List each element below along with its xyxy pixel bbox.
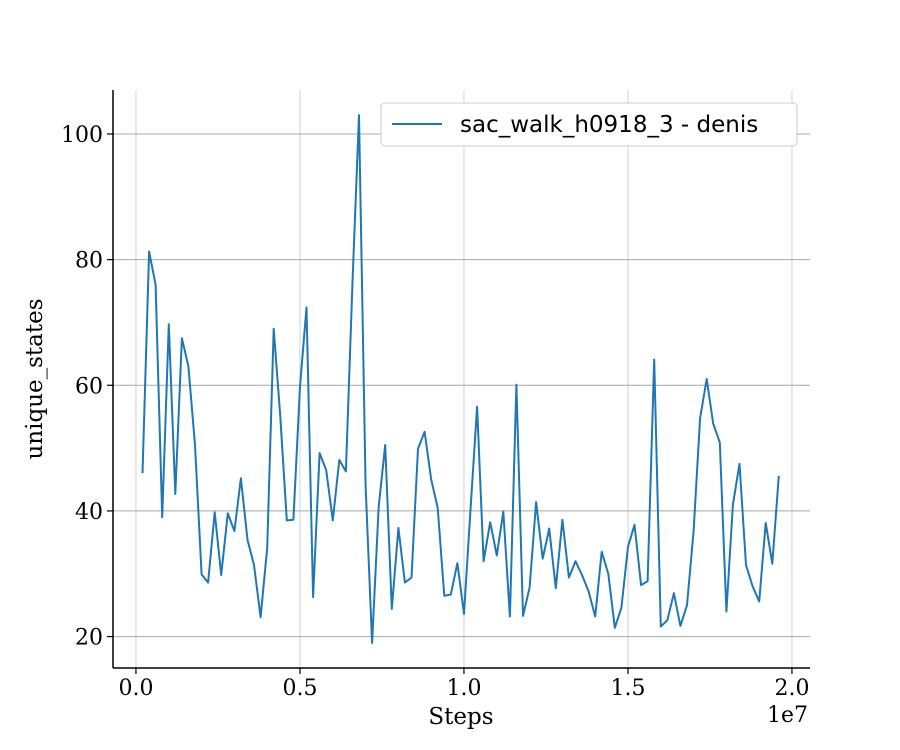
- y-ticks: 20 40 60 80 100: [61, 123, 113, 651]
- x-tick-label: 0.0: [118, 676, 153, 701]
- y-tick-label: 20: [75, 626, 103, 651]
- x-tick-label: 0.5: [282, 676, 317, 701]
- series-group: [141, 114, 780, 644]
- series-line: [141, 114, 780, 644]
- x-axis-offset-label: 1e7: [767, 703, 808, 728]
- x-axis-title: Steps: [428, 704, 493, 730]
- y-tick-label: 80: [75, 249, 103, 274]
- y-tick-label: 60: [75, 374, 103, 399]
- x-tick-label: 1.0: [446, 676, 481, 701]
- x-ticks: 0.0 0.5 1.0 1.5 2.0: [118, 668, 809, 701]
- legend-box: [380, 102, 798, 147]
- y-tick-label: 100: [61, 123, 103, 148]
- y-axis-title: unique_states: [22, 298, 48, 459]
- x-tick-label: 2.0: [774, 676, 809, 701]
- grid-lines: [113, 90, 810, 668]
- legend-label: sac_walk_h0918_3 - denis: [460, 112, 758, 138]
- y-tick-label: 40: [75, 500, 103, 525]
- x-tick-label: 1.5: [610, 676, 645, 701]
- axes: [112, 90, 810, 669]
- legend: sac_walk_h0918_3 - denis: [380, 102, 798, 147]
